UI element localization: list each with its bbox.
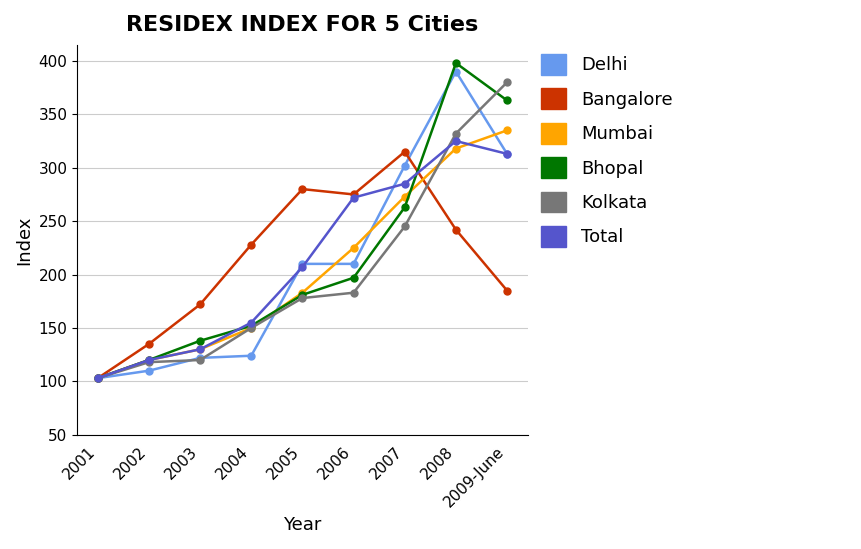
Total [450,138,461,144]
Bhopal [297,292,307,298]
Kolkata [501,79,511,86]
Total [195,346,205,352]
Total [92,375,102,382]
Kolkata [400,223,410,230]
Kolkata [450,130,461,137]
Bhopal [195,338,205,344]
Delhi [245,352,256,359]
Delhi [144,367,154,374]
Mumbai [195,346,205,352]
Bangalore [245,242,256,248]
Y-axis label: Index: Index [15,215,33,265]
Bangalore [144,341,154,348]
Delhi [501,150,511,157]
Total [245,320,256,326]
Total [348,194,358,201]
Legend: Delhi, Bangalore, Mumbai, Bhopal, Kolkata, Total: Delhi, Bangalore, Mumbai, Bhopal, Kolkat… [541,54,672,247]
Bhopal [501,97,511,104]
Total [501,150,511,157]
Bhopal [144,357,154,363]
Kolkata [348,289,358,296]
Mumbai [501,127,511,133]
Bangalore [348,191,358,198]
Mumbai [297,289,307,296]
Mumbai [245,324,256,331]
Bangalore [400,148,410,155]
Title: RESIDEX INDEX FOR 5 Cities: RESIDEX INDEX FOR 5 Cities [127,15,478,35]
X-axis label: Year: Year [283,516,321,534]
Delhi [92,375,102,382]
Kolkata [297,295,307,301]
Kolkata [144,359,154,366]
Delhi [195,355,205,361]
Mumbai [92,375,102,382]
Mumbai [348,244,358,251]
Total [400,181,410,187]
Bhopal [245,322,256,329]
Total [297,264,307,270]
Bhopal [400,204,410,211]
Bangalore [195,301,205,308]
Delhi [400,163,410,169]
Delhi [297,261,307,267]
Line: Bangalore: Bangalore [94,148,510,382]
Kolkata [245,324,256,331]
Bangalore [450,226,461,233]
Kolkata [195,357,205,363]
Line: Delhi: Delhi [94,68,510,382]
Line: Total: Total [94,138,510,382]
Total [144,357,154,363]
Bhopal [450,60,461,66]
Mumbai [450,145,461,152]
Line: Kolkata: Kolkata [94,79,510,382]
Line: Bhopal: Bhopal [94,60,510,382]
Bangalore [501,287,511,294]
Bhopal [92,375,102,382]
Mumbai [144,357,154,363]
Kolkata [92,375,102,382]
Delhi [348,261,358,267]
Bhopal [348,274,358,281]
Delhi [450,68,461,75]
Bangalore [297,186,307,192]
Bangalore [92,375,102,382]
Mumbai [400,193,410,200]
Line: Mumbai: Mumbai [94,127,510,382]
